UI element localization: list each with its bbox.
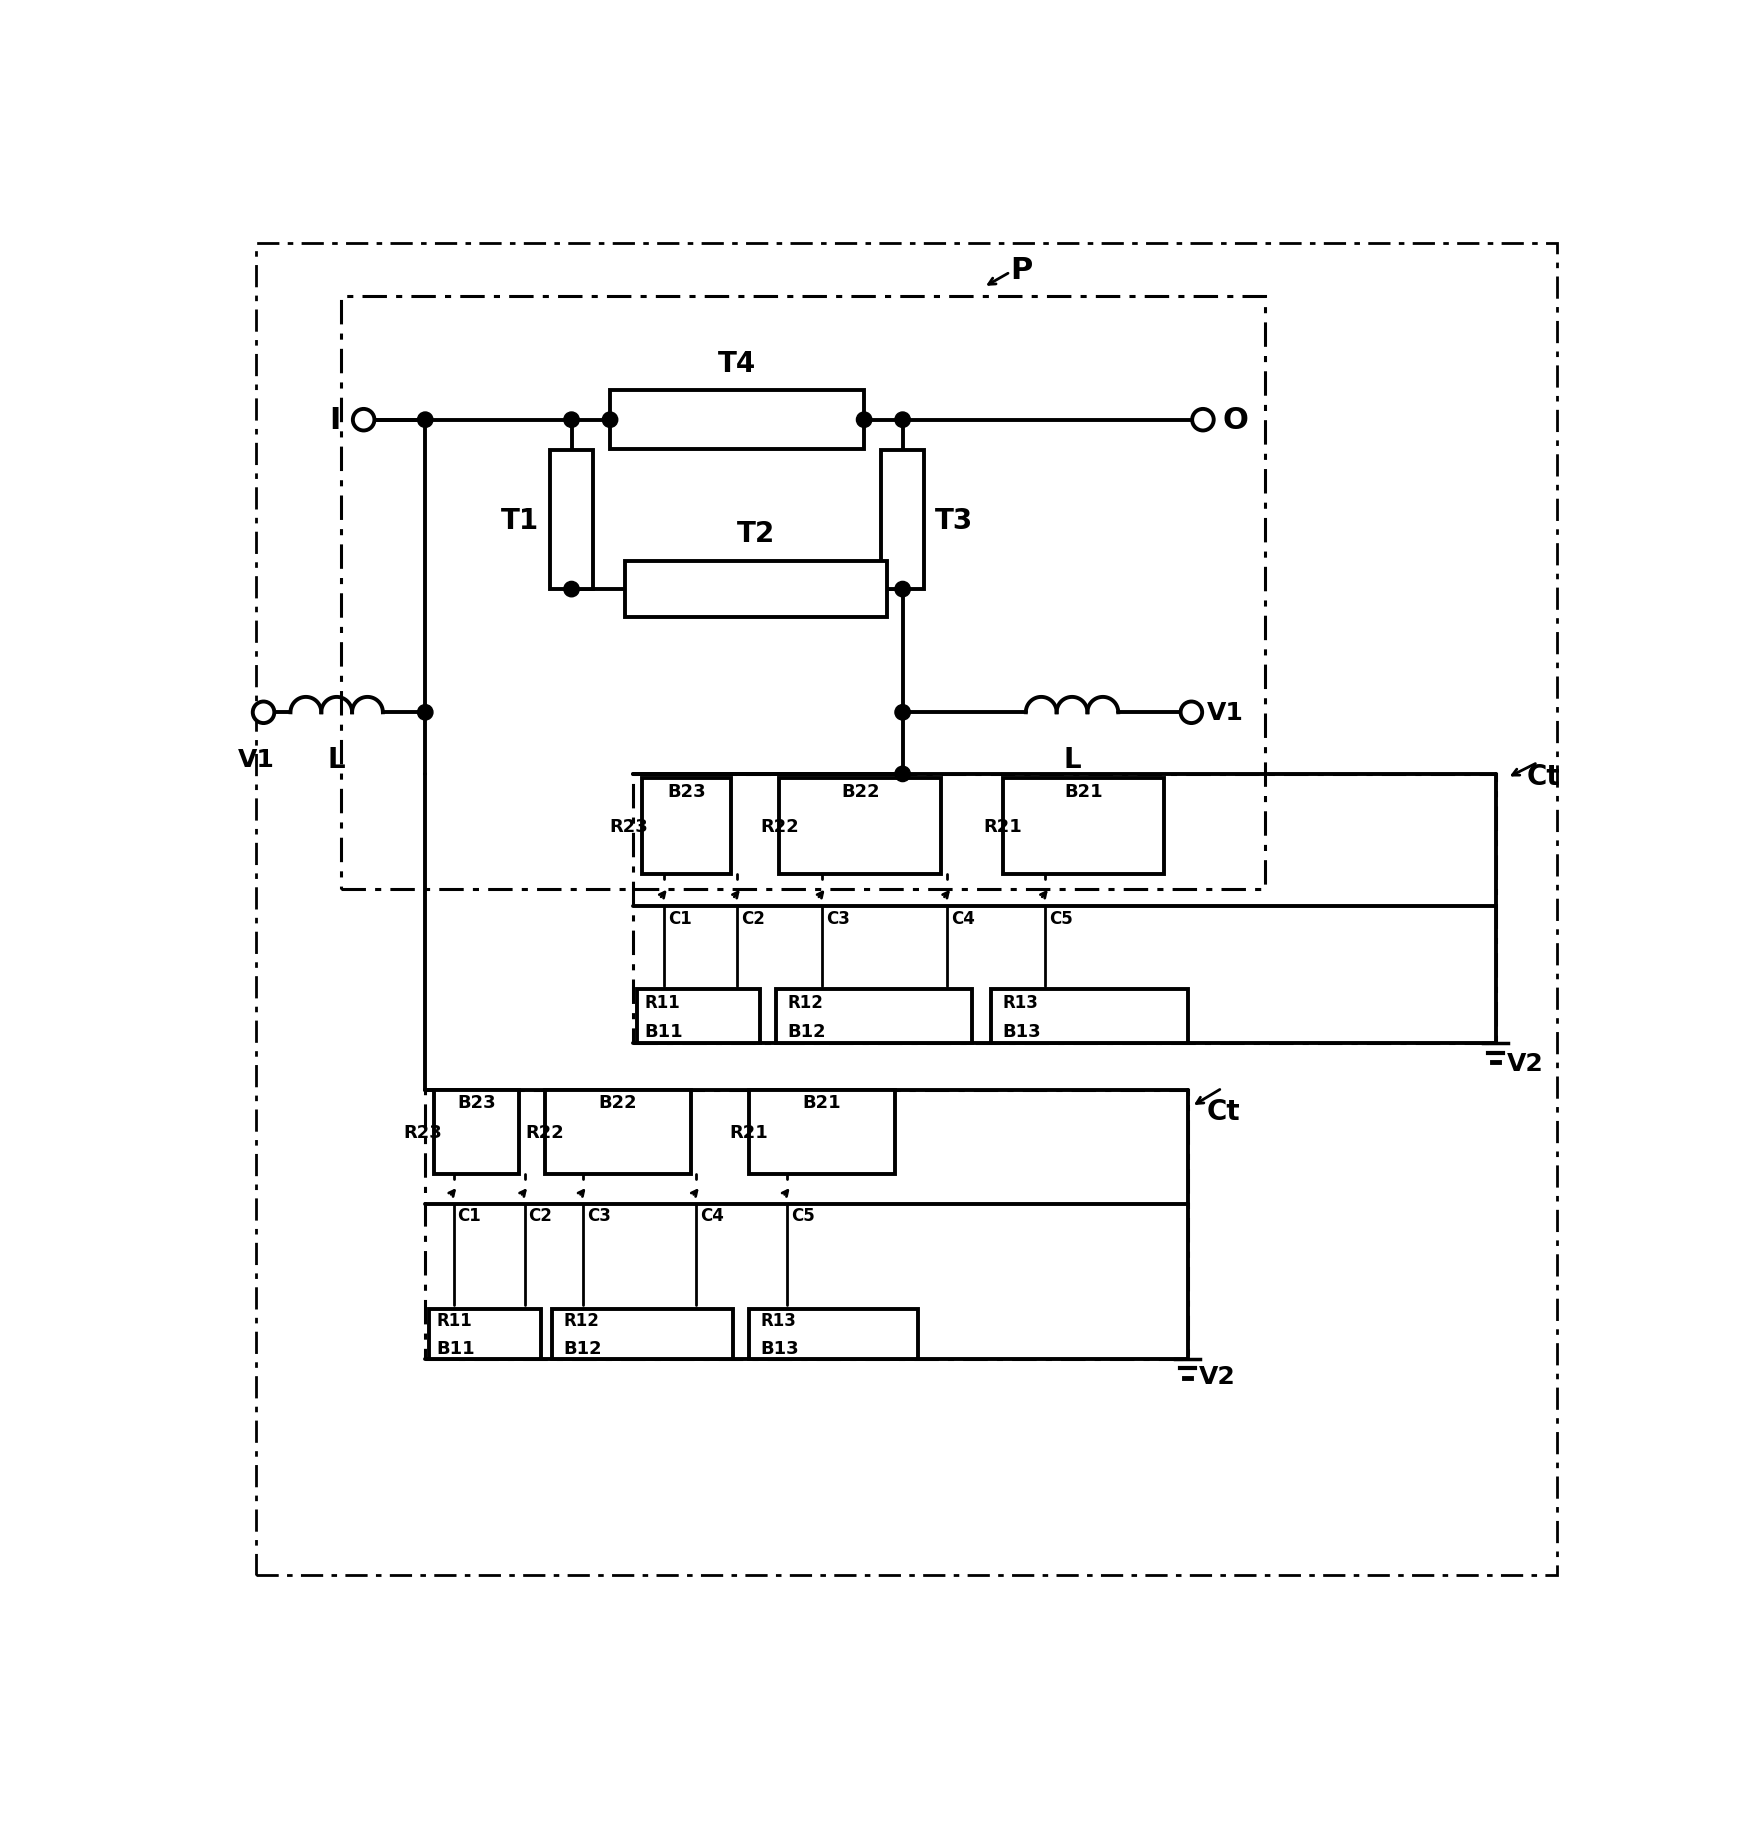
Text: B11: B11 — [436, 1340, 475, 1358]
Text: C4: C4 — [700, 1206, 723, 1224]
Text: B22: B22 — [840, 781, 878, 800]
Text: R22: R22 — [526, 1124, 563, 1142]
Text: R13: R13 — [1002, 994, 1037, 1010]
Text: B21: B21 — [803, 1094, 841, 1113]
Text: I: I — [328, 406, 340, 436]
Text: B21: B21 — [1064, 781, 1102, 800]
Text: C4: C4 — [951, 910, 974, 928]
Circle shape — [1180, 703, 1201, 723]
Text: V1: V1 — [1207, 701, 1244, 725]
Bar — [748, 1091, 894, 1175]
Bar — [880, 452, 923, 589]
Bar — [624, 562, 887, 617]
Bar — [748, 1308, 917, 1360]
Circle shape — [418, 705, 432, 721]
Text: T2: T2 — [737, 520, 774, 547]
Bar — [642, 778, 730, 875]
Text: R12: R12 — [563, 1312, 600, 1330]
Circle shape — [894, 705, 910, 721]
Text: R22: R22 — [760, 818, 799, 836]
Text: Ct: Ct — [1207, 1098, 1240, 1125]
Text: L: L — [1062, 745, 1080, 774]
Circle shape — [856, 414, 871, 428]
Bar — [429, 1308, 540, 1360]
Bar — [1002, 778, 1164, 875]
Circle shape — [563, 414, 579, 428]
Circle shape — [894, 414, 910, 428]
Text: B23: B23 — [667, 781, 706, 800]
Circle shape — [563, 582, 579, 597]
Bar — [425, 1091, 1187, 1360]
Text: R11: R11 — [644, 994, 681, 1010]
Text: B22: B22 — [598, 1094, 637, 1113]
Bar — [434, 1091, 519, 1175]
Text: C5: C5 — [1048, 910, 1073, 928]
Text: C3: C3 — [587, 1206, 610, 1224]
Text: B13: B13 — [760, 1340, 799, 1358]
Text: C1: C1 — [667, 910, 691, 928]
Text: T4: T4 — [718, 350, 755, 379]
Text: V2: V2 — [1198, 1365, 1235, 1389]
Text: C1: C1 — [457, 1206, 482, 1224]
Text: R13: R13 — [760, 1312, 796, 1330]
Text: R11: R11 — [436, 1312, 473, 1330]
Text: V1: V1 — [238, 747, 273, 772]
Text: R21: R21 — [983, 818, 1021, 836]
Text: C5: C5 — [790, 1206, 815, 1224]
Bar — [780, 778, 940, 875]
Text: V2: V2 — [1506, 1050, 1544, 1074]
Circle shape — [602, 414, 617, 428]
Bar — [545, 1091, 690, 1175]
Circle shape — [894, 582, 910, 597]
Circle shape — [1191, 410, 1214, 432]
Text: C2: C2 — [741, 910, 764, 928]
Text: Ct: Ct — [1526, 763, 1559, 791]
Circle shape — [894, 767, 910, 781]
Text: C3: C3 — [826, 910, 848, 928]
Circle shape — [418, 414, 432, 428]
Text: B12: B12 — [787, 1023, 826, 1041]
Text: O: O — [1221, 406, 1247, 436]
Text: B23: B23 — [457, 1094, 496, 1113]
Text: B13: B13 — [1002, 1023, 1041, 1041]
Bar — [552, 1308, 732, 1360]
Text: R21: R21 — [729, 1124, 767, 1142]
Text: B11: B11 — [644, 1023, 683, 1041]
Bar — [610, 392, 864, 450]
Text: R12: R12 — [787, 994, 822, 1010]
Text: L: L — [328, 745, 346, 774]
Bar — [550, 452, 593, 589]
Text: R23: R23 — [404, 1124, 443, 1142]
Text: B12: B12 — [563, 1340, 602, 1358]
Bar — [637, 990, 760, 1043]
Bar — [340, 296, 1263, 889]
Bar — [633, 774, 1494, 1043]
Bar — [991, 990, 1187, 1043]
Text: R23: R23 — [609, 818, 647, 836]
Text: P: P — [1009, 256, 1032, 285]
Text: C2: C2 — [527, 1206, 552, 1224]
Circle shape — [252, 703, 273, 723]
Bar — [774, 990, 972, 1043]
Circle shape — [353, 410, 374, 432]
Text: T3: T3 — [935, 507, 974, 534]
Text: T1: T1 — [501, 507, 538, 534]
